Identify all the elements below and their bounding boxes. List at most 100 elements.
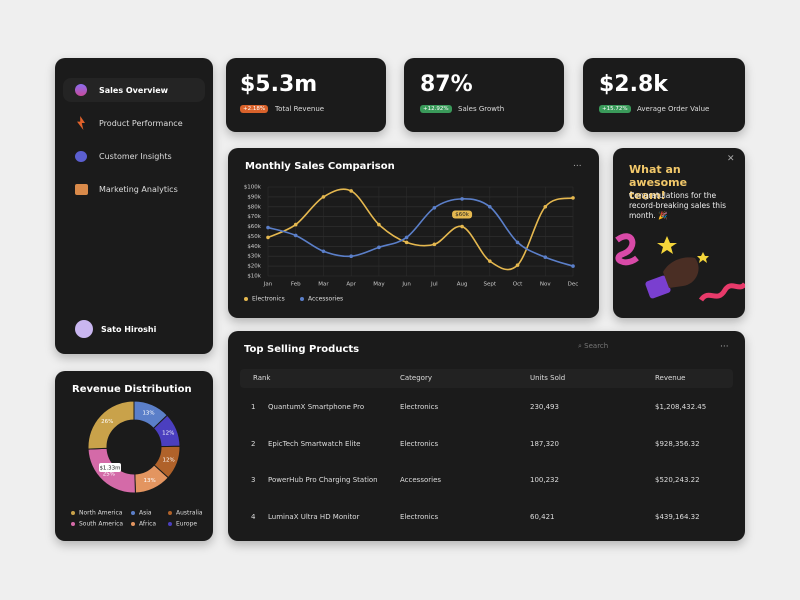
search-placeholder[interactable]: Search bbox=[584, 342, 609, 350]
y-tick-label: $30k bbox=[247, 254, 261, 260]
nav-icon bbox=[75, 84, 87, 96]
legend-swatch bbox=[131, 522, 135, 526]
data-point bbox=[460, 197, 464, 201]
table-cell: Electronics bbox=[400, 512, 439, 521]
legend-swatch bbox=[168, 511, 172, 515]
table-cell: QuantumX Smartphone Pro bbox=[268, 403, 365, 411]
x-tick-label: Dec bbox=[568, 282, 579, 288]
data-point bbox=[432, 205, 437, 210]
x-tick-label: May bbox=[373, 282, 385, 288]
y-tick-label: $80k bbox=[247, 204, 261, 210]
legend-label: Accessories bbox=[308, 296, 343, 303]
legend-label: Africa bbox=[139, 521, 156, 528]
data-point bbox=[321, 249, 326, 254]
congrats-text: Congratulations for the record-breaking … bbox=[629, 191, 727, 220]
nav-item[interactable]: Marketing Analytics bbox=[99, 185, 178, 194]
congrats-card: What an awesome team! Congratulations fo… bbox=[613, 148, 745, 318]
table-title: Top Selling Products bbox=[244, 344, 360, 355]
legend-swatch bbox=[131, 511, 135, 515]
kpi-label: Sales Growth bbox=[458, 105, 505, 113]
kpi-label: Average Order Value bbox=[637, 105, 710, 113]
legend-label: Electronics bbox=[252, 296, 285, 303]
avatar[interactable] bbox=[75, 320, 93, 338]
data-point bbox=[266, 225, 270, 230]
x-tick-label: Nov bbox=[540, 282, 551, 288]
y-tick-label: $70k bbox=[247, 214, 261, 220]
legend-swatch bbox=[244, 297, 248, 301]
y-tick-label: $90k bbox=[247, 194, 261, 200]
nav-item[interactable]: Sales Overview bbox=[99, 86, 169, 95]
chart-title: Monthly Sales Comparison bbox=[245, 161, 395, 172]
value-label: $60k bbox=[455, 212, 469, 218]
nav-item[interactable]: Customer Insights bbox=[99, 152, 172, 161]
data-point bbox=[404, 235, 409, 240]
data-point bbox=[488, 259, 492, 263]
table-cell: 60,421 bbox=[530, 512, 555, 521]
x-tick-label: Mar bbox=[318, 282, 329, 288]
table-cell: 1 bbox=[251, 403, 256, 411]
segment-label: 12% bbox=[163, 457, 175, 463]
kpi-label: Total Revenue bbox=[275, 105, 325, 113]
nav-item[interactable]: Product Performance bbox=[99, 119, 183, 128]
kpi-badge: +2.18% bbox=[240, 105, 269, 113]
table-card: Top Selling Products ⌕ Search ··· Rank Ca… bbox=[228, 331, 745, 541]
table-cell: Electronics bbox=[400, 439, 439, 448]
segment-label: 26% bbox=[101, 419, 113, 425]
data-point bbox=[488, 204, 492, 209]
data-point bbox=[266, 235, 270, 240]
more-button[interactable]: ··· bbox=[720, 342, 729, 352]
chart-title: Revenue Distribution bbox=[72, 384, 192, 395]
column-header: Revenue bbox=[655, 374, 686, 382]
kpi-value: $5.3m bbox=[240, 72, 318, 97]
data-point bbox=[377, 222, 381, 227]
data-point bbox=[571, 264, 575, 268]
table-cell: LuminaX Ultra HD Monitor bbox=[268, 512, 360, 521]
kpi-badge: +12.92% bbox=[420, 105, 452, 113]
table-cell: 2 bbox=[251, 439, 256, 448]
value-label-bg bbox=[452, 210, 473, 219]
legend-label: South America bbox=[79, 521, 123, 528]
segment-label: 25% bbox=[103, 472, 115, 478]
tooltip-bg bbox=[99, 463, 121, 472]
line-series bbox=[267, 188, 574, 271]
kpi-card: $5.3m +2.18% Total Revenue bbox=[226, 58, 386, 132]
data-point bbox=[543, 204, 548, 209]
kpi-badge: +15.72% bbox=[599, 105, 631, 113]
table-cell: 230,493 bbox=[530, 403, 559, 411]
line-chart-card: Monthly Sales Comparison ··· $10k $20k $30k $… bbox=[228, 148, 599, 318]
more-button: ··· bbox=[573, 162, 582, 172]
nav-icon bbox=[75, 151, 87, 162]
nav-icon bbox=[77, 116, 85, 130]
y-tick-label: $50k bbox=[247, 234, 261, 240]
line-series bbox=[267, 198, 574, 267]
close-button[interactable]: ✕ bbox=[727, 154, 735, 164]
segment-label: 13% bbox=[143, 478, 155, 484]
data-point bbox=[515, 263, 520, 267]
legend-label: North America bbox=[79, 510, 123, 517]
search-box[interactable]: ⌕ Search bbox=[578, 342, 609, 350]
data-point bbox=[293, 222, 298, 227]
legend-swatch bbox=[300, 297, 304, 301]
data-point bbox=[293, 233, 298, 238]
x-tick-label: Feb bbox=[291, 282, 301, 288]
x-tick-label: Jun bbox=[401, 282, 411, 288]
data-point bbox=[349, 254, 353, 259]
tooltip: $1.33m bbox=[99, 466, 120, 472]
y-tick-label: $100k bbox=[244, 185, 262, 191]
donut-segment bbox=[87, 400, 135, 450]
donut-card: Revenue Distribution 13% 12% 12% 13% 25% 26% $1… bbox=[55, 371, 213, 541]
x-tick-label: Jul bbox=[430, 282, 438, 288]
data-point bbox=[515, 240, 520, 245]
table-cell: 187,320 bbox=[530, 439, 559, 448]
kpi-card: $2.8k +15.72% Average Order Value bbox=[583, 58, 745, 132]
column-header: Rank bbox=[253, 374, 271, 382]
x-tick-label: Jan bbox=[263, 282, 273, 288]
data-point bbox=[432, 242, 437, 247]
user-name[interactable]: Sato Hiroshi bbox=[101, 325, 157, 334]
legend-label: Australia bbox=[176, 510, 203, 517]
table-cell: EpicTech Smartwatch Elite bbox=[268, 439, 361, 448]
line-chart: Monthly Sales Comparison ··· $10k $20k $30k $… bbox=[244, 161, 582, 303]
table-cell: 100,232 bbox=[530, 476, 559, 484]
data-point bbox=[321, 195, 326, 199]
